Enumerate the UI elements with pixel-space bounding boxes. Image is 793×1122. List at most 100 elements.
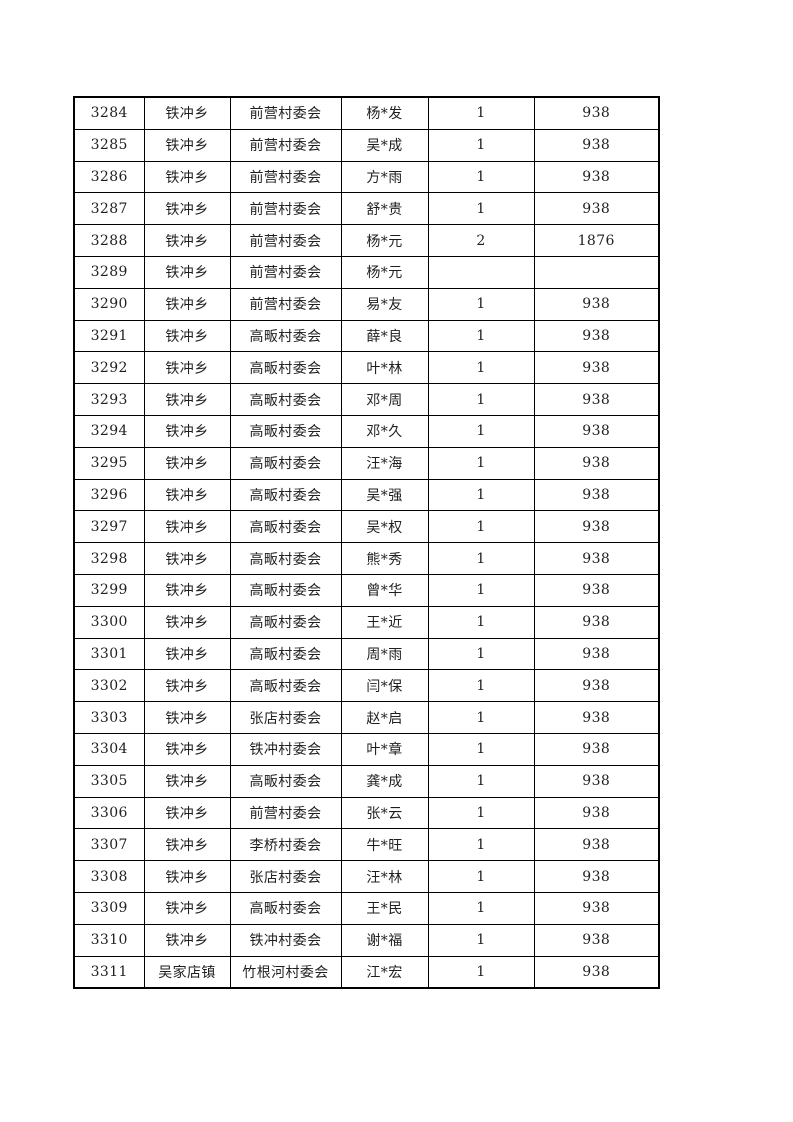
table-row: 3307 铁冲乡 李桥村委会 牛*旺 1 938 <box>73 828 660 862</box>
cell-person-name: 邓*久 <box>340 414 429 448</box>
table-row: 3306 铁冲乡 前营村委会 张*云 1 938 <box>73 796 660 830</box>
table-row: 3310 铁冲乡 铁冲村委会 谢*福 1 938 <box>73 923 660 957</box>
table-body: 3284 铁冲乡 前营村委会 杨*发 1 938 3285 铁冲乡 前营村委会 吴*成 1 938 32… <box>73 96 660 989</box>
cell-township: 铁冲乡 <box>143 605 231 639</box>
cell-village-committee: 高畈村委会 <box>229 414 342 448</box>
cell-person-name: 舒*贵 <box>340 192 429 226</box>
cell-person-name: 叶*林 <box>340 351 429 385</box>
cell-village-committee: 高畈村委会 <box>229 605 342 639</box>
cell-serial-number: 3301 <box>73 637 145 671</box>
cell-amount: 938 <box>533 860 660 893</box>
cell-person-name: 薛*良 <box>340 319 429 353</box>
cell-amount: 938 <box>533 160 660 194</box>
cell-amount: 938 <box>533 287 660 321</box>
cell-township: 铁冲乡 <box>143 637 231 671</box>
table-row: 3285 铁冲乡 前营村委会 吴*成 1 938 <box>73 128 660 162</box>
cell-count: 1 <box>427 796 535 830</box>
cell-count: 1 <box>427 319 535 353</box>
cell-amount: 938 <box>533 701 660 734</box>
cell-person-name: 赵*启 <box>340 701 429 734</box>
table-row: 3295 铁冲乡 高畈村委会 汪*海 1 938 <box>73 446 660 480</box>
table-row: 3293 铁冲乡 高畈村委会 邓*周 1 938 <box>73 383 660 416</box>
cell-village-committee: 前营村委会 <box>229 192 342 226</box>
cell-village-committee: 李桥村委会 <box>229 828 342 862</box>
cell-person-name: 杨*元 <box>340 224 429 257</box>
cell-amount <box>533 255 660 289</box>
cell-amount: 938 <box>533 351 660 385</box>
cell-village-committee: 高畈村委会 <box>229 764 342 798</box>
cell-township: 铁冲乡 <box>143 255 231 289</box>
cell-count: 1 <box>427 605 535 639</box>
cell-village-committee: 高畈村委会 <box>229 891 342 925</box>
cell-township: 铁冲乡 <box>143 446 231 480</box>
cell-serial-number: 3284 <box>73 96 145 130</box>
cell-person-name: 张*云 <box>340 796 429 830</box>
table-row: 3309 铁冲乡 高畈村委会 王*民 1 938 <box>73 891 660 925</box>
cell-village-committee: 铁冲村委会 <box>229 732 342 766</box>
cell-person-name: 叶*章 <box>340 732 429 766</box>
cell-serial-number: 3287 <box>73 192 145 226</box>
cell-village-committee: 高畈村委会 <box>229 478 342 512</box>
cell-count: 1 <box>427 287 535 321</box>
cell-person-name: 牛*旺 <box>340 828 429 862</box>
cell-village-committee: 前营村委会 <box>229 224 342 257</box>
cell-amount: 938 <box>533 383 660 416</box>
cell-count: 1 <box>427 891 535 925</box>
cell-township: 铁冲乡 <box>143 224 231 257</box>
cell-township: 铁冲乡 <box>143 573 231 607</box>
cell-township: 铁冲乡 <box>143 764 231 798</box>
cell-amount: 938 <box>533 796 660 830</box>
cell-serial-number: 3299 <box>73 573 145 607</box>
table-row: 3289 铁冲乡 前营村委会 杨*元 <box>73 255 660 289</box>
cell-township: 铁冲乡 <box>143 923 231 957</box>
cell-township: 铁冲乡 <box>143 860 231 893</box>
cell-township: 铁冲乡 <box>143 510 231 544</box>
cell-count: 1 <box>427 96 535 130</box>
cell-amount: 938 <box>533 319 660 353</box>
cell-township: 吴家店镇 <box>143 955 231 989</box>
cell-person-name: 杨*发 <box>340 96 429 130</box>
cell-township: 铁冲乡 <box>143 478 231 512</box>
cell-township: 铁冲乡 <box>143 701 231 734</box>
cell-amount: 938 <box>533 669 660 703</box>
cell-amount: 938 <box>533 923 660 957</box>
cell-village-committee: 前营村委会 <box>229 160 342 194</box>
cell-serial-number: 3294 <box>73 414 145 448</box>
cell-village-committee: 高畈村委会 <box>229 573 342 607</box>
cell-serial-number: 3293 <box>73 383 145 416</box>
cell-person-name: 王*近 <box>340 605 429 639</box>
cell-township: 铁冲乡 <box>143 542 231 575</box>
cell-village-committee: 高畈村委会 <box>229 542 342 575</box>
table-row: 3288 铁冲乡 前营村委会 杨*元 2 1876 <box>73 224 660 257</box>
table-row: 3290 铁冲乡 前营村委会 易*友 1 938 <box>73 287 660 321</box>
cell-serial-number: 3285 <box>73 128 145 162</box>
cell-count: 1 <box>427 573 535 607</box>
cell-person-name: 方*雨 <box>340 160 429 194</box>
table-row: 3294 铁冲乡 高畈村委会 邓*久 1 938 <box>73 414 660 448</box>
cell-village-committee: 高畈村委会 <box>229 383 342 416</box>
cell-serial-number: 3298 <box>73 542 145 575</box>
cell-serial-number: 3295 <box>73 446 145 480</box>
cell-amount: 938 <box>533 573 660 607</box>
cell-village-committee: 前营村委会 <box>229 255 342 289</box>
cell-person-name: 汪*林 <box>340 860 429 893</box>
cell-township: 铁冲乡 <box>143 192 231 226</box>
cell-village-committee: 前营村委会 <box>229 796 342 830</box>
table-row: 3296 铁冲乡 高畈村委会 吴*强 1 938 <box>73 478 660 512</box>
table-row: 3302 铁冲乡 高畈村委会 闫*保 1 938 <box>73 669 660 703</box>
cell-serial-number: 3309 <box>73 891 145 925</box>
cell-amount: 938 <box>533 446 660 480</box>
table-row: 3305 铁冲乡 高畈村委会 龚*成 1 938 <box>73 764 660 798</box>
cell-serial-number: 3288 <box>73 224 145 257</box>
cell-village-committee: 张店村委会 <box>229 701 342 734</box>
cell-township: 铁冲乡 <box>143 160 231 194</box>
cell-person-name: 吴*强 <box>340 478 429 512</box>
cell-amount: 938 <box>533 955 660 989</box>
beneficiary-table: 3284 铁冲乡 前营村委会 杨*发 1 938 3285 铁冲乡 前营村委会 吴*成 1 938 32… <box>73 96 660 990</box>
table-row: 3292 铁冲乡 高畈村委会 叶*林 1 938 <box>73 351 660 385</box>
cell-amount: 938 <box>533 478 660 512</box>
cell-amount: 1876 <box>533 224 660 257</box>
cell-person-name: 曾*华 <box>340 573 429 607</box>
table-row: 3301 铁冲乡 高畈村委会 周*雨 1 938 <box>73 637 660 671</box>
cell-village-committee: 铁冲村委会 <box>229 923 342 957</box>
